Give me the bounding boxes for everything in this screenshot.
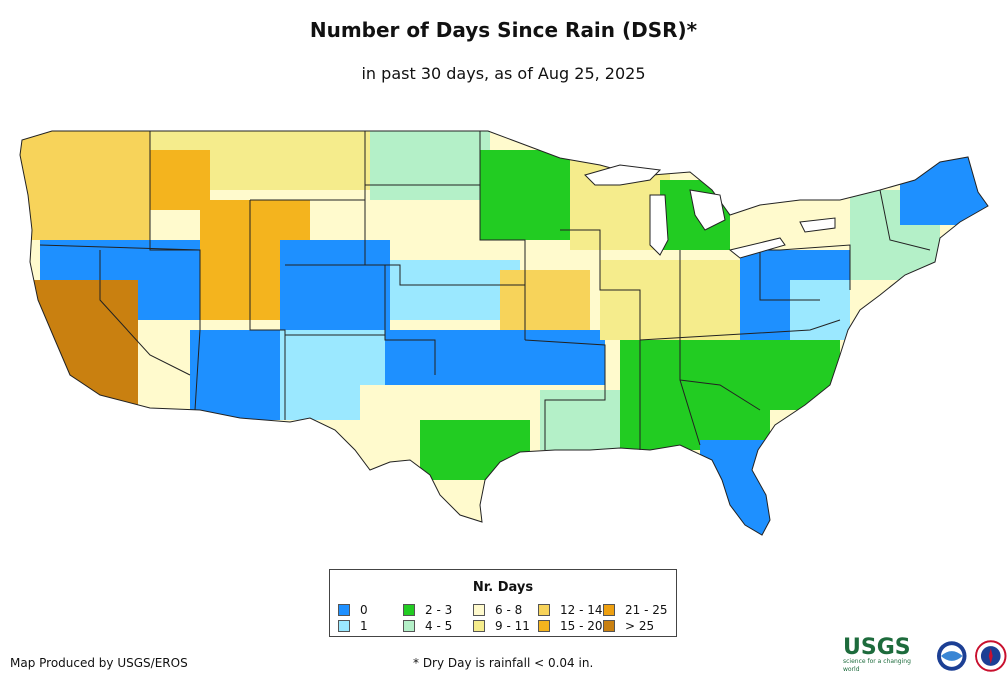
border-line (39, 244, 201, 251)
legend-item-7: 15 - 20 (538, 619, 603, 633)
region-colorado (280, 240, 390, 340)
region-lower-mississippi (540, 390, 630, 450)
region-pnw (20, 131, 150, 240)
border-line (879, 189, 931, 251)
legend-swatch (538, 620, 550, 632)
region-mid-atlantic (790, 280, 850, 340)
legend-label: 21 - 25 (625, 603, 668, 617)
legend-swatch (603, 604, 615, 616)
legend-label: 0 (360, 603, 368, 617)
region-dakotas (370, 131, 490, 200)
border-line (364, 131, 436, 375)
legend-title: Nr. Days (472, 580, 534, 595)
legend-item-5: 9 - 11 (473, 619, 530, 633)
region-missouri (500, 270, 590, 340)
legend-label: 4 - 5 (425, 619, 453, 633)
produced-by-credit: Map Produced by USGS/EROS (10, 656, 188, 670)
legend-label: 1 (360, 619, 368, 633)
legend-item-4: 6 - 8 (473, 603, 522, 617)
region-maine (900, 155, 988, 225)
legend-label: > 25 (625, 619, 655, 633)
border-line (639, 319, 841, 341)
border-line (524, 339, 606, 450)
legend-item-0: 0 (338, 603, 368, 617)
legend-label: 15 - 20 (560, 619, 603, 633)
agency-logos: USGS science for a changing world (843, 635, 1007, 674)
legend-swatch (338, 604, 350, 616)
legend-label: 9 - 11 (495, 619, 530, 633)
legend-item-9: > 25 (603, 619, 654, 633)
noaa-seal-icon (936, 641, 967, 671)
legend-swatch (403, 620, 415, 632)
region-carolinas (730, 330, 840, 410)
legend-swatch (538, 604, 550, 616)
legend-label: 2 - 3 (425, 603, 453, 617)
legend-item-1: 1 (338, 619, 368, 633)
lake-ontario (799, 217, 836, 233)
lake-superior (584, 164, 662, 186)
border-line (249, 200, 286, 420)
border-line (285, 264, 526, 340)
region-minnesota (480, 150, 570, 240)
legend-item-8: 21 - 25 (603, 603, 668, 617)
border-line (679, 379, 761, 411)
border-line (560, 229, 641, 450)
region-oklahoma-band (385, 330, 605, 385)
legend-swatch (403, 604, 415, 616)
border-line (99, 250, 191, 376)
border-line (479, 131, 526, 285)
legend-swatch (473, 620, 485, 632)
legend-swatch (603, 620, 615, 632)
legend-label: 6 - 8 (495, 603, 523, 617)
region-california (28, 280, 138, 410)
map-title: Number of Days Since Rain (DSR)* (309, 18, 698, 42)
great-lakes (584, 164, 836, 259)
legend-swatch (473, 604, 485, 616)
legend-box: Nr. Days 0 1 2 - 3 4 - 5 6 - 8 9 - 11 12… (329, 569, 677, 637)
state-borders (19, 130, 989, 536)
border-line (759, 250, 820, 301)
map-subtitle: in past 30 days, as of Aug 25, 2025 (361, 64, 646, 83)
dry-day-footnote: * Dry Day is rainfall < 0.04 in. (413, 656, 594, 670)
usgs-tagline: science for a changing world (843, 658, 911, 673)
lake-michigan (649, 194, 669, 256)
legend-item-6: 12 - 14 (538, 603, 603, 617)
legend-swatch (338, 620, 350, 632)
legend-item-2: 2 - 3 (403, 603, 452, 617)
nws-seal-icon (975, 640, 1007, 672)
region-texas-green (420, 420, 530, 480)
dsr-fill-layer (20, 131, 988, 535)
legend-item-3: 4 - 5 (403, 619, 452, 633)
region-florida (700, 440, 770, 535)
legend-label: 12 - 14 (560, 603, 603, 617)
usgs-logo-text: USGS (843, 635, 911, 660)
border-line (250, 184, 480, 201)
region-ohio-valley (600, 260, 750, 340)
lake-huron (689, 189, 726, 231)
region-kansas (390, 260, 520, 320)
usgs-logo: USGS science for a changing world (843, 635, 928, 674)
lake-erie (728, 237, 786, 259)
